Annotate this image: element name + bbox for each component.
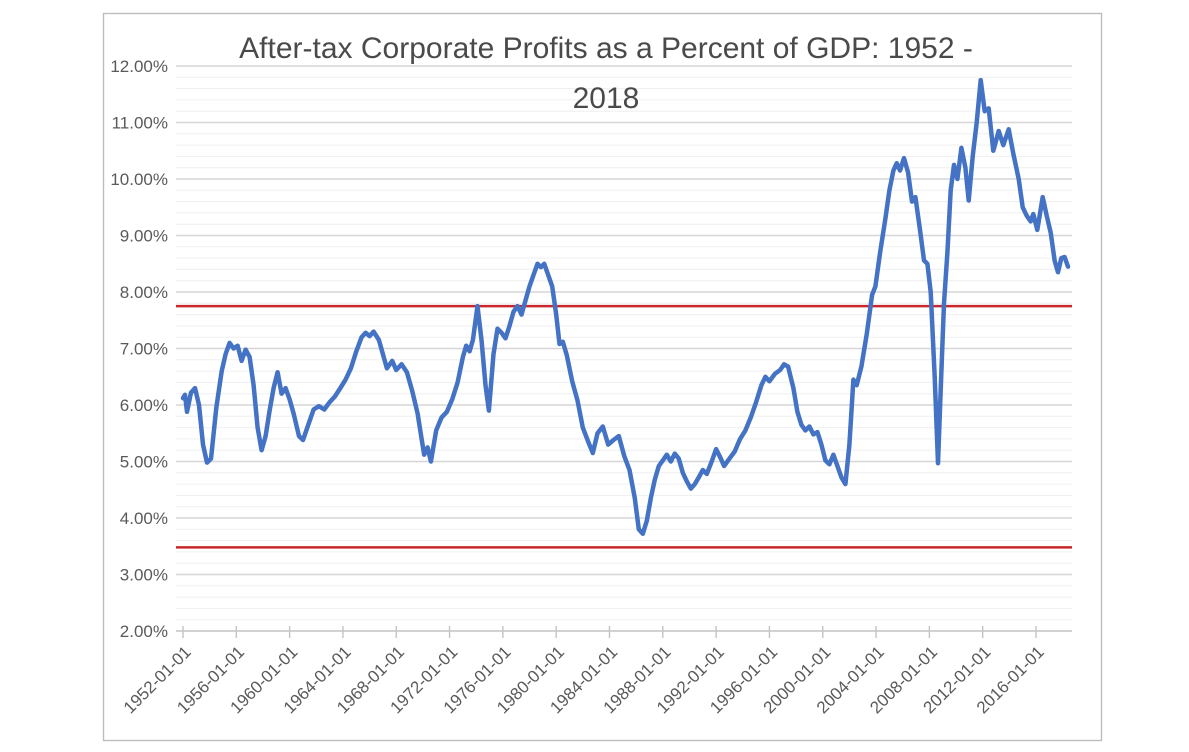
y-tick-label: 7.00% [120,340,168,359]
y-tick-label: 8.00% [120,283,168,302]
y-tick-label: 2.00% [120,622,168,641]
y-tick-label: 9.00% [120,227,168,246]
y-tick-label: 12.00% [110,57,168,76]
y-tick-label: 11.00% [112,114,168,133]
y-tick-label: 3.00% [120,566,168,585]
profits-series-line [180,77,1071,537]
y-tick-label: 5.00% [120,453,168,472]
chart-title-line: After-tax Corporate Profits as a Percent… [239,32,973,65]
y-tick-label: 6.00% [120,396,168,415]
x-axis-ticks [182,626,1037,638]
y-axis-labels: 12.00% 11.00% 10.00% 9.00% 8.00% 7.00% 6.00% 5.… [110,57,168,641]
chart-title-line: 2018 [573,82,640,115]
y-tick-label: 4.00% [120,509,168,528]
chart-title: After-tax Corporate Profits as a Percent… [239,32,973,115]
y-tick-label: 10.00% [110,170,168,189]
minor-gridlines [176,76,1072,621]
